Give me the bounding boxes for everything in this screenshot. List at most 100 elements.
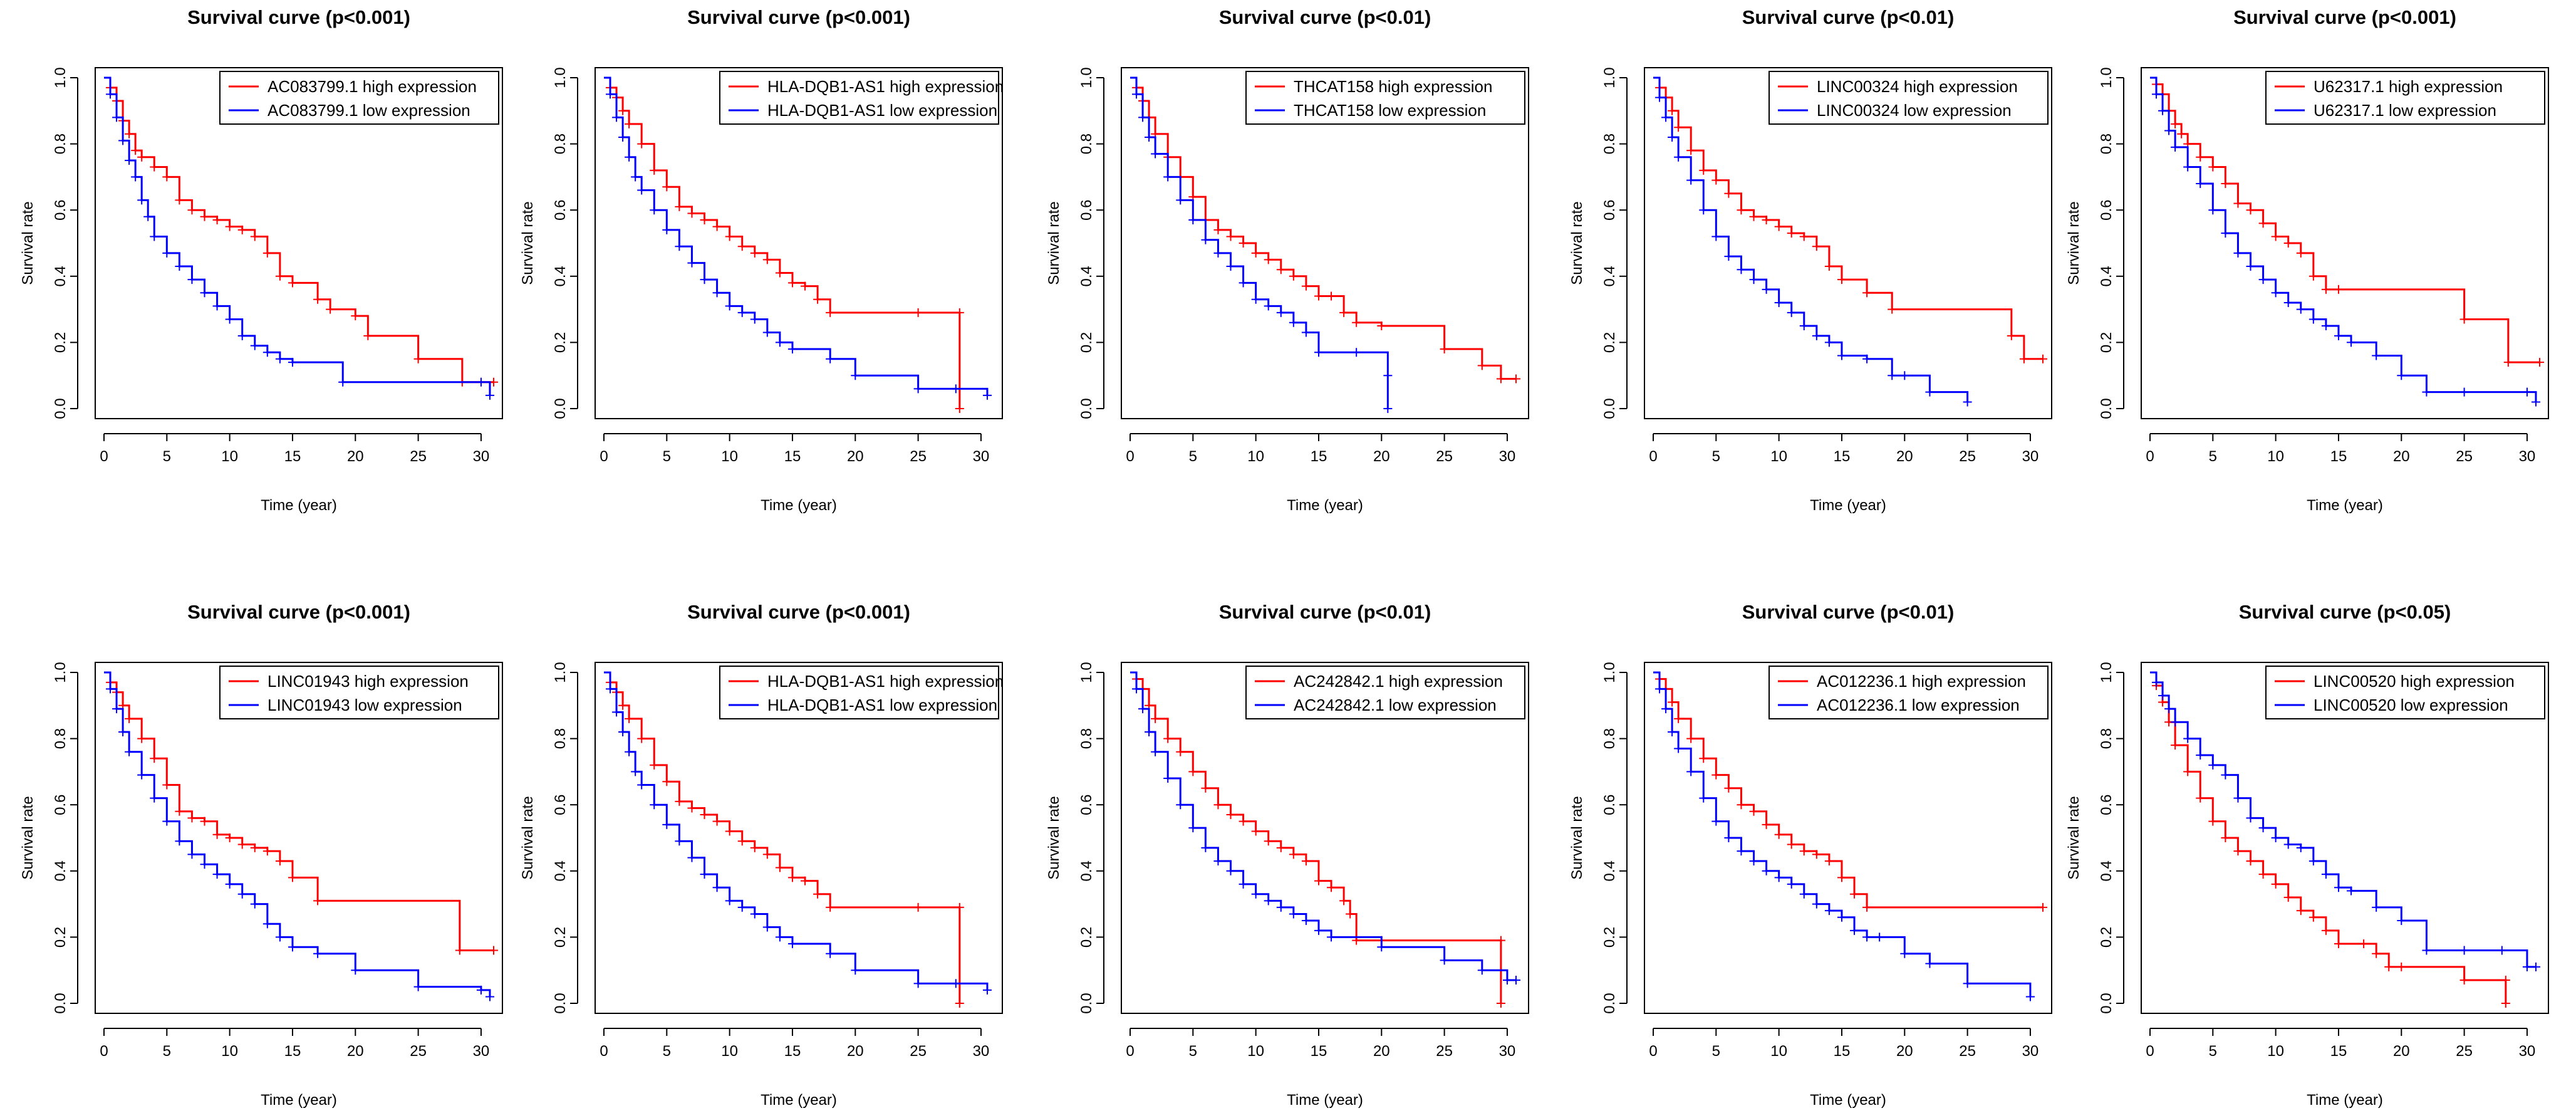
x-tick-label: 25: [410, 448, 427, 465]
censor-mark: [1749, 856, 1758, 865]
censor-mark: [737, 837, 747, 846]
censor-mark: [275, 933, 284, 942]
censor-mark: [851, 966, 860, 975]
censor-mark: [750, 843, 759, 852]
legend-box: [2265, 71, 2545, 125]
censor-mark: [637, 780, 647, 790]
censor-mark: [1824, 261, 1834, 271]
y-tick-label: 0.2: [1601, 927, 1618, 948]
censor-mark: [762, 850, 772, 859]
censor-mark: [1239, 278, 1248, 288]
censor-mark: [212, 870, 222, 879]
censor-mark: [351, 311, 360, 321]
censor-mark: [1737, 206, 1746, 215]
x-axis-label: Time (year): [761, 497, 837, 514]
censor-mark: [476, 377, 486, 387]
x-tick-label: 25: [1436, 1043, 1453, 1060]
censor-mark: [1377, 943, 1386, 952]
censor-mark: [712, 817, 722, 826]
legend-box: [1245, 666, 1525, 719]
censor-mark: [637, 734, 647, 743]
y-tick-label: 0.8: [1601, 133, 1618, 154]
censor-mark: [118, 136, 128, 145]
censor-mark: [237, 331, 247, 340]
censor-mark: [250, 232, 259, 241]
censor-mark: [1724, 783, 1733, 793]
censor-mark: [131, 146, 140, 155]
censor-mark: [1774, 222, 1784, 231]
censor-mark: [162, 248, 172, 258]
y-tick-label: 0.4: [552, 266, 569, 286]
censor-mark: [2152, 90, 2161, 99]
censor-mark: [237, 225, 247, 234]
x-tick-label: 20: [2393, 1043, 2410, 1060]
censor-mark: [2309, 912, 2318, 922]
y-tick-label: 0.8: [2098, 728, 2115, 749]
censor-mark: [2258, 823, 2268, 833]
censor-mark: [2233, 793, 2243, 803]
censor-mark: [625, 714, 634, 723]
censor-mark: [725, 232, 734, 241]
censor-mark: [2309, 315, 2318, 324]
censor-mark: [2283, 239, 2293, 248]
censor-mark: [725, 896, 734, 906]
censor-mark: [1674, 123, 1683, 132]
censor-mark: [826, 902, 835, 912]
censor-mark: [725, 827, 734, 836]
censor-mark: [1824, 906, 1834, 916]
y-axis-label: Survival rate: [1569, 201, 1586, 285]
censor-mark: [606, 90, 615, 99]
legend-box: [1768, 71, 2049, 125]
censor-mark: [1176, 747, 1185, 756]
y-tick-label: 0.2: [1078, 927, 1095, 948]
censor-mark: [631, 767, 640, 776]
x-tick-label: 15: [1834, 448, 1851, 465]
y-tick-label: 1.0: [2098, 662, 2115, 682]
y-tick-label: 1.0: [1601, 662, 1618, 682]
x-tick-label: 5: [163, 1043, 171, 1060]
censor-mark: [485, 992, 494, 1001]
x-tick-label: 15: [284, 448, 301, 465]
censor-mark: [2321, 321, 2330, 330]
censor-mark: [625, 152, 634, 162]
panel-title: Survival curve (p<0.01): [1742, 601, 1955, 623]
y-tick-label: 0.0: [2098, 398, 2115, 419]
censor-mark: [1724, 189, 1733, 198]
censor-mark: [288, 358, 297, 367]
y-tick-label: 0.4: [1601, 266, 1618, 286]
x-tick-label: 30: [973, 448, 990, 465]
censor-mark: [687, 209, 697, 218]
x-tick-label: 30: [2022, 448, 2039, 465]
censor-mark: [1276, 265, 1285, 274]
y-tick-label: 0.0: [1078, 993, 1095, 1013]
censor-mark: [1749, 807, 1758, 816]
censor-mark: [1145, 728, 1154, 737]
x-tick-label: 25: [1959, 1043, 1976, 1060]
x-tick-label: 20: [1896, 1043, 1913, 1060]
x-tick-label: 15: [784, 1043, 801, 1060]
censor-mark: [1377, 321, 1386, 330]
legend-box: [719, 666, 999, 719]
censor-mark: [1264, 255, 1273, 264]
x-tick-label: 25: [2456, 1043, 2473, 1060]
legend-label: AC242842.1 low expression: [1294, 696, 1497, 714]
low-expression-curve: [104, 76, 491, 395]
x-tick-label: 20: [347, 448, 364, 465]
legend-label: AC083799.1 low expression: [267, 101, 470, 120]
censor-mark: [775, 338, 784, 347]
censor-mark: [2007, 331, 2016, 340]
x-axis-label: Time (year): [761, 1092, 837, 1109]
censor-mark: [1850, 926, 1859, 935]
x-tick-label: 5: [163, 448, 171, 465]
censor-mark: [2501, 976, 2510, 985]
censor-mark: [750, 909, 759, 919]
y-axis-label: Survival rate: [2065, 201, 2082, 285]
censor-mark: [851, 371, 860, 380]
censor-mark: [2258, 870, 2268, 879]
x-tick-label: 0: [1126, 448, 1134, 465]
censor-mark: [1502, 976, 1512, 985]
censor-mark: [1251, 295, 1260, 304]
censor-mark: [1276, 843, 1285, 852]
censor-mark: [662, 777, 672, 786]
censor-mark: [1239, 239, 1248, 248]
